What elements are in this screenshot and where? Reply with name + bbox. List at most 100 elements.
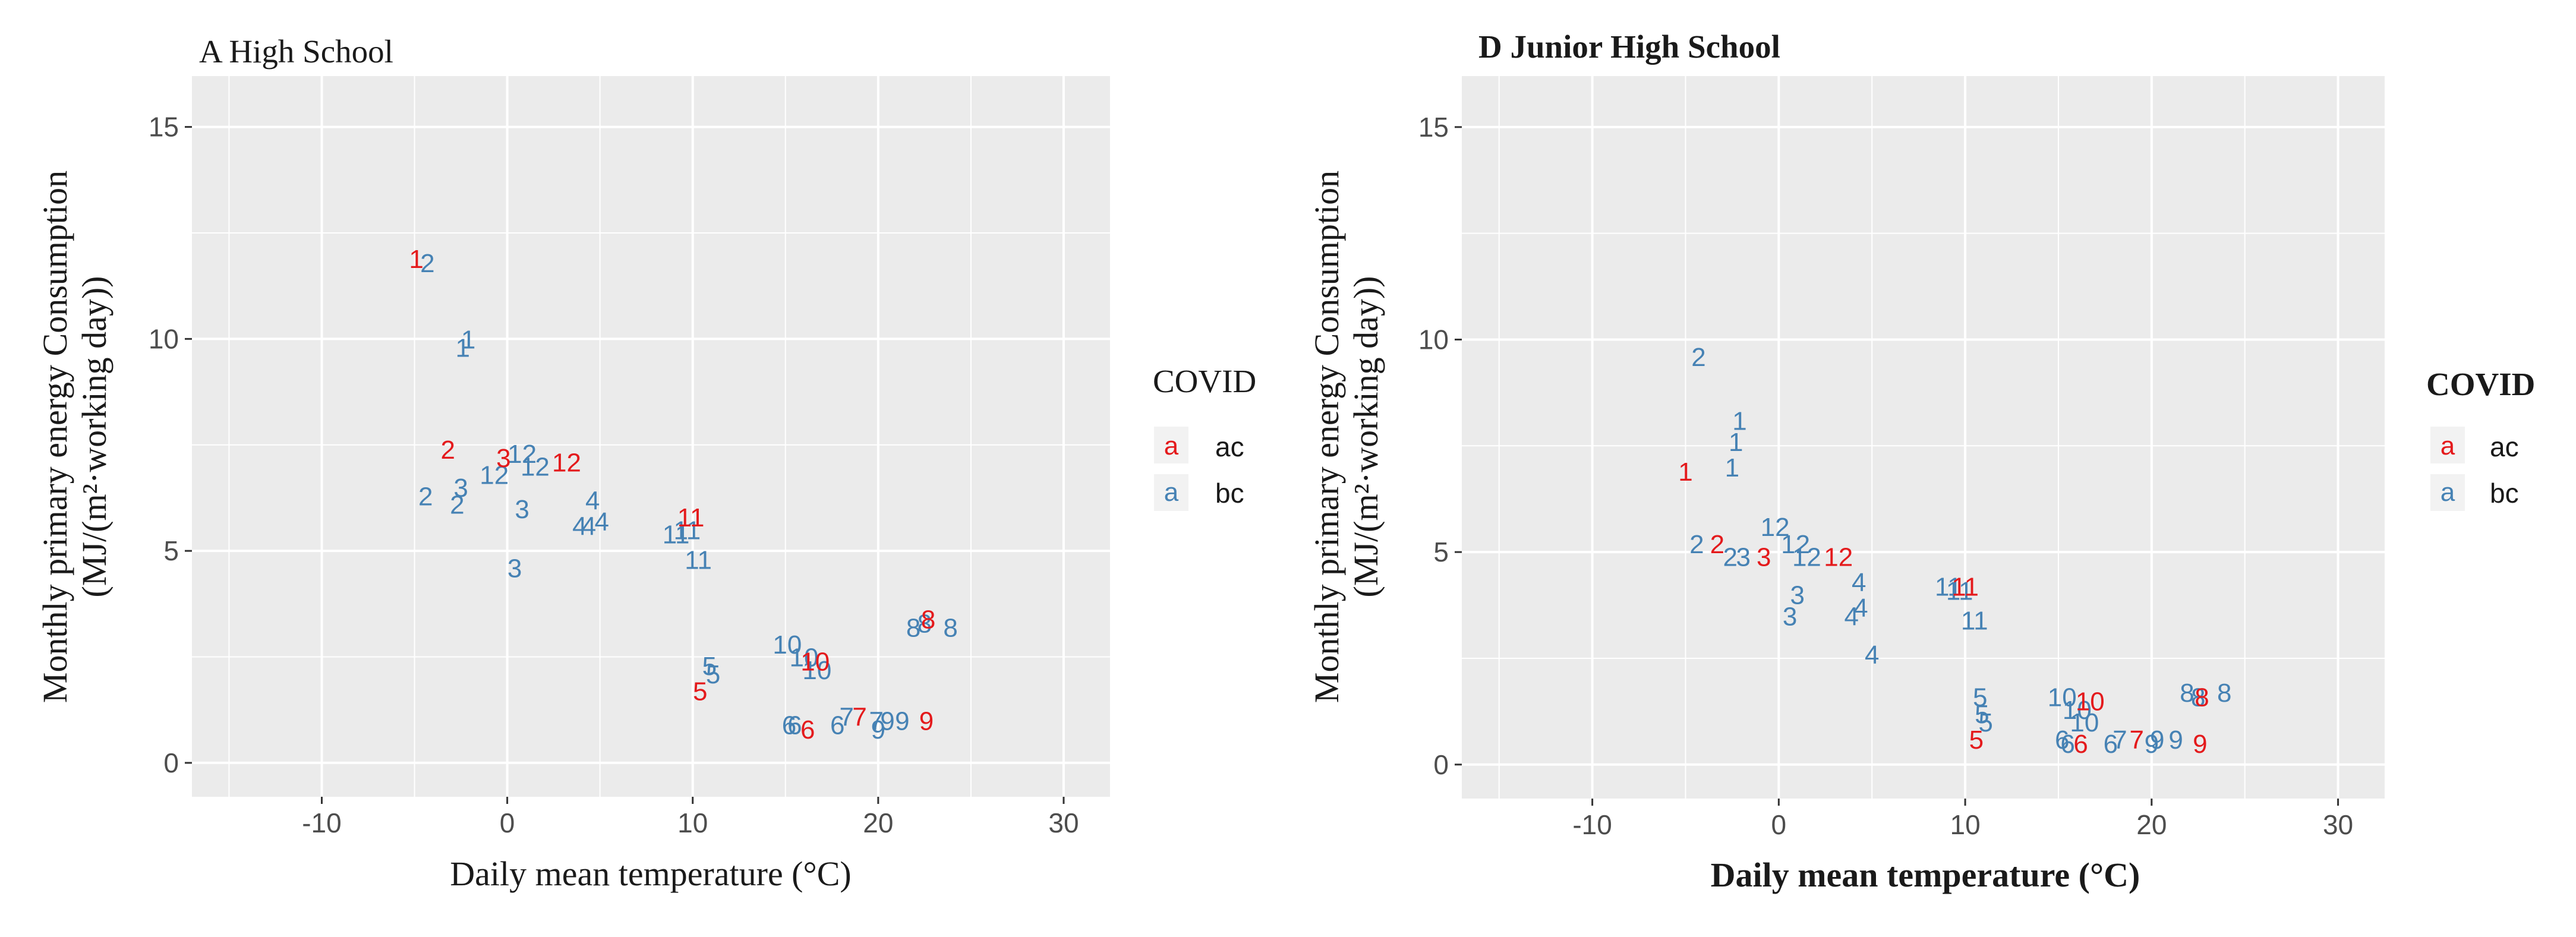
data-point-bc: 10	[2048, 683, 2077, 712]
data-point-bc: 1	[1732, 406, 1746, 436]
data-point-ac: 6	[800, 715, 815, 744]
data-point-bc: 7	[840, 702, 854, 731]
data-point-bc: 3	[515, 495, 529, 524]
x-tick-label: 30	[2323, 809, 2353, 840]
chart-a-legend-label-bc: bc	[1215, 478, 1244, 509]
data-point-bc: 12	[521, 452, 550, 481]
data-point-bc: 5	[1975, 700, 1989, 729]
data-point-ac: 11	[677, 503, 705, 532]
data-point-ac: 7	[852, 702, 866, 731]
data-point-bc: 2	[1723, 542, 1738, 572]
data-point-ac: 7	[2129, 725, 2143, 755]
data-point-bc: 4	[1844, 602, 1858, 631]
data-point-bc: 8	[2180, 679, 2194, 708]
data-point-bc: 11	[1946, 577, 1973, 606]
chart-d-x-axis-title: Daily mean temperature (°C)	[1711, 856, 2140, 894]
data-point-bc: 9	[871, 715, 885, 744]
chart-a-x-axis-title: Daily mean temperature (°C)	[450, 854, 851, 893]
data-point-ac: 12	[1824, 542, 1853, 572]
chart-a-legend-key-bc: a	[1164, 478, 1179, 507]
chart-d-y-axis-title-line2: (MJ/(m²·working day))	[1347, 276, 1385, 598]
data-point-ac: 10	[2076, 687, 2105, 716]
chart-a-legend-key-bg-bc	[1154, 474, 1188, 511]
data-point-bc: 10	[802, 656, 831, 685]
data-point-ac: 9	[919, 707, 934, 736]
data-point-bc: 5	[706, 660, 720, 689]
chart-d-legend-key-bc: a	[2441, 478, 2455, 507]
data-point-bc: 12	[480, 461, 509, 490]
chart-a-title: A High School	[199, 33, 393, 70]
data-point-bc: 6	[782, 711, 796, 740]
data-point-bc: 8	[943, 614, 957, 643]
chart-a-legend-key-ac: a	[1164, 431, 1179, 460]
data-point-bc: 11	[1961, 607, 1988, 636]
data-point-bc: 11	[674, 516, 701, 545]
data-point-bc: 2	[1691, 343, 1705, 372]
data-point-bc: 9	[895, 707, 909, 736]
y-tick-label: 5	[1433, 537, 1449, 567]
y-tick-label: 15	[149, 112, 179, 143]
x-tick-label: -10	[1572, 809, 1612, 840]
data-point-bc: 1	[455, 334, 469, 363]
chart-d-title: D Junior High School	[1478, 29, 1780, 65]
chart-d-legend-label-bc: bc	[2490, 478, 2519, 509]
x-tick-label: 10	[1950, 809, 1981, 840]
y-tick-label: 10	[149, 323, 179, 354]
data-point-bc: 12	[1761, 513, 1790, 542]
data-point-bc: 4	[1852, 568, 1866, 597]
x-tick-label: 30	[1048, 807, 1079, 838]
chart-d-legend: COVID a ac a bc	[2426, 366, 2535, 511]
data-point-ac: 11	[1951, 572, 1979, 601]
x-tick-label: 10	[677, 807, 708, 838]
data-point-bc: 10	[773, 630, 802, 660]
data-point-bc: 5	[1978, 708, 1992, 737]
data-point-bc: 8	[2217, 679, 2231, 708]
chart-d-legend-label-ac: ac	[2490, 431, 2519, 462]
data-point-bc: 4	[1865, 641, 1879, 670]
data-point-bc: 1	[461, 325, 475, 354]
chart-d-y-axis-title-line1: Monthly primary energy Consumption	[1307, 171, 1346, 703]
data-point-ac: 8	[2195, 683, 2209, 712]
y-tick-label: 10	[1418, 324, 1449, 355]
data-point-ac: 1	[1678, 458, 1692, 487]
data-point-ac: 3	[1757, 542, 1771, 572]
data-point-bc: 1	[1729, 428, 1743, 457]
chart-d-grid	[1462, 76, 2385, 799]
data-point-bc: 11	[663, 520, 690, 550]
data-point-bc: 5	[1973, 683, 1987, 712]
data-point-bc: 9	[2150, 725, 2164, 755]
y-tick-label: 5	[163, 535, 179, 566]
data-point-bc: 2	[1689, 530, 1704, 559]
data-point-bc: 9	[2145, 730, 2159, 759]
data-point-bc: 8	[906, 614, 920, 643]
data-point-bc: 6	[787, 711, 802, 740]
data-point-bc: 2	[418, 482, 433, 511]
x-tick-label: 0	[1771, 809, 1787, 840]
data-point-bc: 7	[869, 707, 883, 736]
x-tick-label: 20	[2136, 809, 2167, 840]
x-tick-label: -10	[302, 807, 341, 838]
data-point-bc: 4	[582, 512, 596, 541]
data-point-bc: 7	[2112, 725, 2127, 755]
data-point-bc: 6	[2055, 725, 2069, 755]
chart-a-plot-panel	[192, 76, 1110, 797]
chart-a-grid	[192, 76, 1110, 797]
data-point-bc: 9	[2168, 725, 2183, 755]
data-point-ac: 5	[693, 677, 707, 706]
y-tick-label: 15	[1418, 112, 1449, 143]
data-point-bc: 4	[595, 507, 609, 537]
data-point-bc: 6	[2060, 730, 2074, 759]
y-tick-label: 0	[163, 747, 179, 778]
data-point-bc: 9	[880, 707, 894, 736]
data-point-ac: 2	[440, 436, 455, 465]
x-tick-label: 20	[863, 807, 893, 838]
data-point-bc: 12	[1781, 530, 1810, 559]
data-point-bc: 12	[507, 440, 537, 469]
chart-d-plot-panel	[1462, 76, 2385, 799]
data-point-bc: 3	[1736, 542, 1751, 572]
